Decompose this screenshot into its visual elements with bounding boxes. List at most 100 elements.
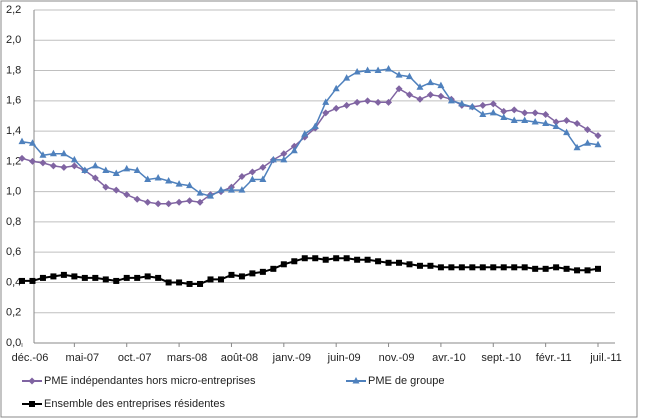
series-line (21, 68, 599, 198)
x-tick-label: août-08 (221, 352, 258, 364)
x-tick-label: sept.-10 (481, 352, 521, 364)
square-marker (542, 265, 549, 272)
triangle-marker (374, 66, 382, 74)
diamond-marker (186, 197, 194, 205)
diamond-marker (437, 92, 445, 100)
diamond-marker (479, 101, 487, 109)
x-tick-label: oct.-07 (118, 352, 152, 364)
diamond-marker (405, 91, 413, 99)
triangle-marker (573, 143, 581, 151)
diamond-marker (154, 200, 162, 208)
square-marker (343, 255, 350, 262)
triangle-marker (563, 128, 571, 136)
y-tick-label: 0,4 (6, 276, 21, 288)
square-marker (354, 256, 361, 263)
square-marker (228, 271, 235, 278)
diamond-marker (91, 174, 99, 182)
y-tick-label: 2,0 (6, 34, 21, 46)
square-marker (29, 277, 36, 284)
x-tick-label: avr.-10 (432, 352, 466, 364)
x-tick-label: nov.-09 (379, 352, 415, 364)
diamond-marker (552, 118, 560, 126)
diamond-marker (594, 132, 602, 140)
triangle-marker (322, 98, 330, 105)
y-tick-label: 0,0 (6, 337, 21, 349)
square-marker (280, 261, 287, 268)
square-marker (102, 276, 109, 283)
square-marker (144, 273, 151, 280)
diamond-marker (102, 183, 110, 191)
triangle-marker (133, 166, 141, 173)
square-marker (364, 256, 371, 263)
diamond-marker (60, 163, 68, 171)
square-marker (197, 280, 204, 287)
diamond-marker (489, 100, 497, 108)
square-marker (500, 264, 507, 271)
diamond-marker (521, 109, 529, 117)
x-tick-label: juin-09 (327, 352, 361, 364)
x-tick-label: déc.-06 (12, 352, 49, 364)
triangle-marker (280, 155, 288, 163)
diamond-marker (49, 162, 57, 170)
diamond-marker (364, 97, 372, 105)
square-marker (92, 274, 99, 281)
diamond-marker (542, 110, 550, 118)
triangle-marker (81, 166, 89, 173)
diamond-marker (426, 91, 434, 99)
square-marker (270, 265, 277, 272)
triangle-marker (49, 149, 57, 157)
x-tick-label: mars-08 (167, 352, 207, 364)
triangle-marker (227, 186, 235, 193)
diamond-marker (353, 98, 361, 106)
diamond-marker (500, 107, 508, 115)
square-marker (165, 279, 172, 286)
square-marker (50, 273, 57, 280)
triangle-marker (395, 71, 403, 78)
square-marker (458, 264, 465, 271)
legend-marker (28, 377, 36, 385)
triangle-marker (165, 177, 173, 184)
x-tick-label: mai-07 (66, 352, 100, 364)
triangle-marker (552, 122, 560, 130)
diamond-marker (259, 163, 267, 171)
triangle-marker (259, 175, 267, 183)
square-marker (584, 267, 591, 274)
y-tick-label: 0,6 (6, 246, 21, 258)
square-marker (511, 264, 518, 271)
diamond-marker (39, 159, 47, 167)
triangle-marker (364, 66, 372, 74)
triangle-marker (510, 116, 518, 123)
square-marker (416, 262, 423, 269)
y-tick-label: 1,6 (6, 95, 21, 107)
legend-label: PME de groupe (368, 375, 444, 387)
diamond-marker (165, 200, 173, 208)
triangle-marker (248, 175, 256, 183)
triangle-marker (217, 186, 225, 193)
triangle-marker (458, 99, 466, 107)
diamond-marker (395, 85, 403, 93)
square-marker (39, 274, 46, 281)
triangle-marker (154, 174, 162, 181)
triangle-marker (18, 137, 26, 145)
square-marker (521, 264, 528, 271)
triangle-marker (416, 83, 424, 90)
diamond-marker (322, 109, 330, 117)
triangle-marker (269, 155, 277, 163)
triangle-marker (238, 186, 246, 193)
diamond-marker (573, 120, 581, 128)
triangle-marker (39, 151, 47, 158)
square-marker (134, 274, 141, 281)
triangle-marker (542, 119, 550, 127)
square-marker (595, 265, 601, 272)
triangle-marker (301, 130, 309, 137)
diamond-marker (238, 173, 246, 180)
square-marker (322, 256, 329, 263)
diamond-marker (374, 98, 382, 106)
diamond-marker (175, 198, 183, 206)
x-tick-label: févr.-11 (536, 352, 572, 364)
square-marker (259, 268, 266, 275)
triangle-marker (123, 164, 131, 172)
diamond-marker (510, 106, 518, 114)
legend-label: Ensemble des entreprises résidentes (44, 398, 225, 410)
